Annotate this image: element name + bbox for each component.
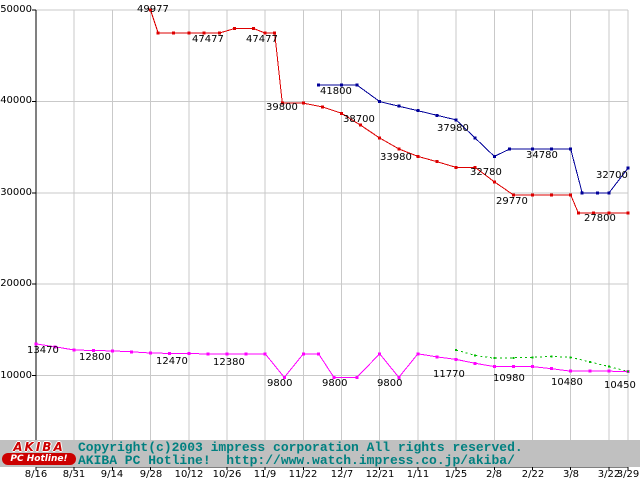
data-label: 10480 [551, 377, 583, 388]
y-axis-label: 10000 [0, 370, 32, 381]
x-axis-label: 2/8 [485, 469, 503, 480]
x-axis-label: 8/16 [24, 469, 48, 480]
data-label: 32700 [596, 170, 628, 181]
data-label: 32780 [470, 167, 502, 178]
y-axis-label: 20000 [0, 278, 32, 289]
data-label: 39800 [266, 102, 298, 113]
y-axis-label: 50000 [0, 4, 32, 15]
x-axis-label: 12/21 [365, 469, 395, 480]
x-axis-label: 2/22 [521, 469, 545, 480]
x-axis-label: 9/14 [100, 469, 124, 480]
copyright-line: Copyright(c)2003 impress corporation All… [78, 440, 523, 455]
x-axis-label: 12/7 [330, 469, 354, 480]
x-axis-label: 11/9 [253, 469, 277, 480]
x-axis-label: 1/25 [444, 469, 468, 480]
data-label: 41800 [320, 86, 352, 97]
data-label: 47477 [246, 34, 278, 45]
akiba-logo-text: AKIBA [13, 440, 65, 454]
data-label: 9800 [267, 378, 293, 389]
x-axis-label: 9/28 [139, 469, 163, 480]
x-axis-label: 3/8 [562, 469, 580, 480]
data-label: 37980 [437, 123, 469, 134]
x-axis-label: 1/11 [406, 469, 430, 480]
site-url-line: AKIBA PC Hotline! http://www.watch.impre… [78, 453, 515, 468]
data-label: 49977 [137, 4, 169, 15]
data-label: 12470 [156, 356, 188, 367]
data-label: 10980 [493, 373, 525, 384]
data-label: 13470 [27, 345, 59, 356]
footer-band: AKIBA PC Hotline! Copyright(c)2003 impre… [0, 440, 640, 467]
data-label: 34780 [526, 150, 558, 161]
data-label: 10450 [604, 380, 636, 391]
data-label: 33980 [380, 152, 412, 163]
y-axis-label: 40000 [0, 95, 32, 106]
data-label: 9800 [322, 378, 348, 389]
pc-hotline-badge: PC Hotline! [2, 453, 76, 465]
x-axis-label: 11/22 [288, 469, 318, 480]
data-label: 47477 [192, 34, 224, 45]
x-axis-label: 3/22 [597, 469, 621, 480]
data-label: 12380 [213, 357, 245, 368]
x-axis-label: 8/31 [62, 469, 86, 480]
x-axis-label: 3/29 [616, 469, 640, 480]
data-label: 11770 [433, 369, 465, 380]
data-label: 9800 [377, 378, 403, 389]
data-label: 12800 [79, 352, 111, 363]
akiba-logo: AKIBA PC Hotline! [2, 441, 76, 466]
data-label: 38700 [343, 114, 375, 125]
x-axis-label: 10/12 [174, 469, 204, 480]
data-label: 27800 [584, 213, 616, 224]
x-axis-label: 10/26 [212, 469, 242, 480]
data-label: 29770 [496, 196, 528, 207]
y-axis-label: 30000 [0, 187, 32, 198]
